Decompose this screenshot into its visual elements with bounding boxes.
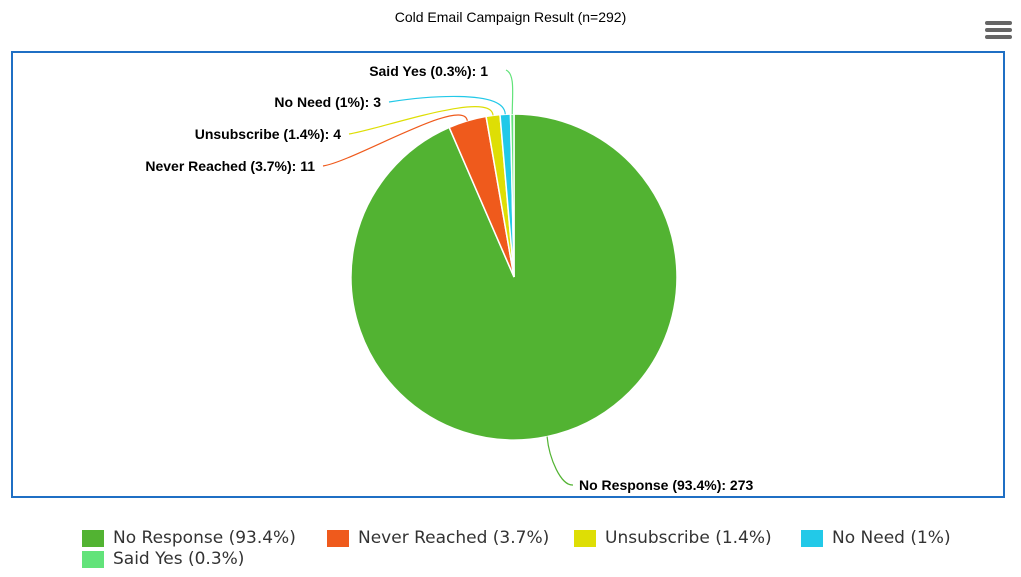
- connector-line-unsubscribe: [348, 106, 494, 135]
- legend-swatch-unsubscribe: [574, 529, 596, 547]
- legend-item-said-yes[interactable]: Said Yes (0.3%): [82, 549, 244, 569]
- plot-area-frame: [11, 51, 1005, 498]
- legend-swatch-no-need: [801, 529, 823, 547]
- hamburger-menu-icon[interactable]: [985, 19, 1013, 41]
- legend-label-said-yes: Said Yes (0.3%): [113, 549, 245, 569]
- chart-title: Cold Email Campaign Result (n=292): [394, 9, 627, 25]
- data-label-no-need: No Need (1%): 3: [274, 94, 381, 110]
- legend-item-unsubscribe[interactable]: Unsubscribe (1.4%): [574, 528, 772, 548]
- legend-item-never-reached[interactable]: Never Reached (3.7%): [327, 528, 549, 548]
- data-label-never-reached: Never Reached (3.7%): 11: [145, 158, 315, 174]
- legend-item-no-need[interactable]: No Need (1%): [801, 528, 951, 548]
- legend-label-no-need: No Need (1%): [832, 528, 951, 548]
- legend-swatch-no-response: [82, 529, 104, 547]
- legend-label-never-reached: Never Reached (3.7%): [358, 528, 550, 548]
- legend-label-unsubscribe: Unsubscribe (1.4%): [605, 528, 772, 548]
- pie-slice-said-yes[interactable]: [509, 113, 515, 278]
- connector-line-no-response: [546, 436, 574, 486]
- connector-line-no-need: [388, 95, 506, 115]
- legend-swatch-said-yes: [82, 550, 104, 568]
- data-label-unsubscribe: Unsubscribe (1.4%): 4: [195, 126, 341, 142]
- legend-swatch-never-reached: [327, 529, 349, 547]
- legend-item-no-response[interactable]: No Response (93.4%): [82, 528, 296, 548]
- data-label-no-response: No Response (93.4%): 273: [579, 477, 753, 493]
- legend-label-no-response: No Response (93.4%): [113, 528, 296, 548]
- connector-line-said-yes: [505, 69, 514, 115]
- connector-line-never-reached: [322, 114, 468, 167]
- data-label-said-yes: Said Yes (0.3%): 1: [369, 63, 488, 79]
